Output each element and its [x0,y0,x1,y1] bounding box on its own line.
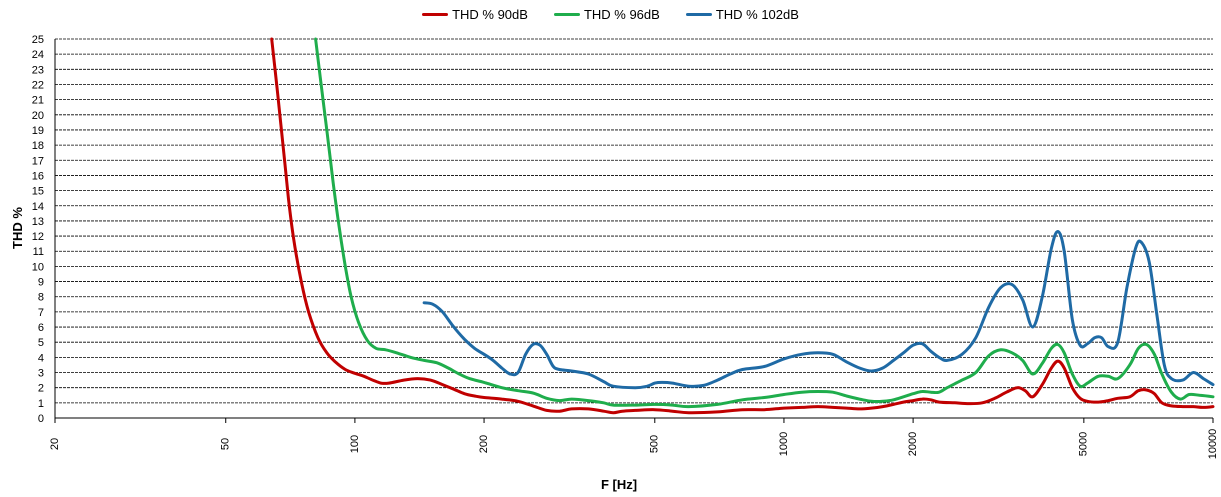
y-tick-label-2: 2 [38,383,44,395]
legend-item-2: THD % 96dB [553,5,660,23]
x-tick-label-100: 100 [349,435,361,453]
x-tick-label-500: 500 [649,435,661,453]
legend-swatch-3 [685,12,712,16]
y-tick-label-24: 24 [32,49,44,61]
y-tick-label-3: 3 [38,368,44,380]
legend-swatch-2 [553,12,580,16]
x-tick-label-5000: 5000 [1078,432,1090,456]
legend-label-3: THD % 102dB [715,6,799,22]
y-tick-label-8: 8 [38,292,44,304]
y-tick-label-10: 10 [32,261,44,273]
series-line-3 [422,230,1215,390]
x-tick-label-10000: 10000 [1207,429,1219,460]
legend-item-3: THD % 102dB [685,5,799,23]
y-tick-label-13: 13 [32,216,44,228]
y-tick-label-11: 11 [33,246,44,258]
series-line-2 [314,37,1215,409]
x-tick-label-1000: 1000 [778,432,790,456]
y-tick-label-17: 17 [32,155,44,167]
y-tick-label-9: 9 [38,277,44,289]
y-tick-label-0: 0 [38,413,44,425]
y-tick-label-21: 21 [32,95,44,107]
y-tick-label-19: 19 [32,125,44,137]
x-axis-title: F [Hz] [601,477,637,492]
y-tick-label-14: 14 [32,201,44,213]
series-lines [270,37,1215,415]
x-tick-label-50: 50 [220,438,232,450]
y-tick-label-16: 16 [32,170,44,182]
y-tick-label-15: 15 [32,186,44,198]
x-tick-label-20: 20 [49,438,61,450]
y-tick-label-12: 12 [32,231,44,243]
y-tick-label-18: 18 [32,140,44,152]
y-tick-label-25: 25 [32,34,44,46]
x-axis-ticks: 20 50 100 200 500 1000 2000 5000 10000 [49,418,1219,459]
legend-item-1: THD % 90dB [422,5,528,23]
legend-label-1: THD % 90dB [452,6,528,22]
y-tick-label-7: 7 [38,307,44,319]
y-tick-label-20: 20 [32,110,44,122]
y-tick-label-23: 23 [32,64,44,76]
chart-legend: THD % 90dB THD % 96dB THD % 102dB [0,5,1221,23]
y-axis-title: THD % [10,207,25,249]
x-tick-label-2000: 2000 [907,432,919,456]
legend-swatch-1 [422,12,449,16]
y-tick-label-22: 22 [32,79,44,91]
x-tick-label-200: 200 [478,435,490,453]
legend-label-2: THD % 96dB [583,6,660,22]
y-tick-label-1: 1 [38,398,44,410]
y-axis-ticks: 0123456789101112131415161718192021222324… [32,34,44,425]
y-tick-label-5: 5 [38,337,44,349]
grid-lines [55,38,1213,404]
y-tick-label-4: 4 [38,352,44,364]
y-tick-label-6: 6 [38,322,44,334]
series-line-1 [270,37,1215,415]
